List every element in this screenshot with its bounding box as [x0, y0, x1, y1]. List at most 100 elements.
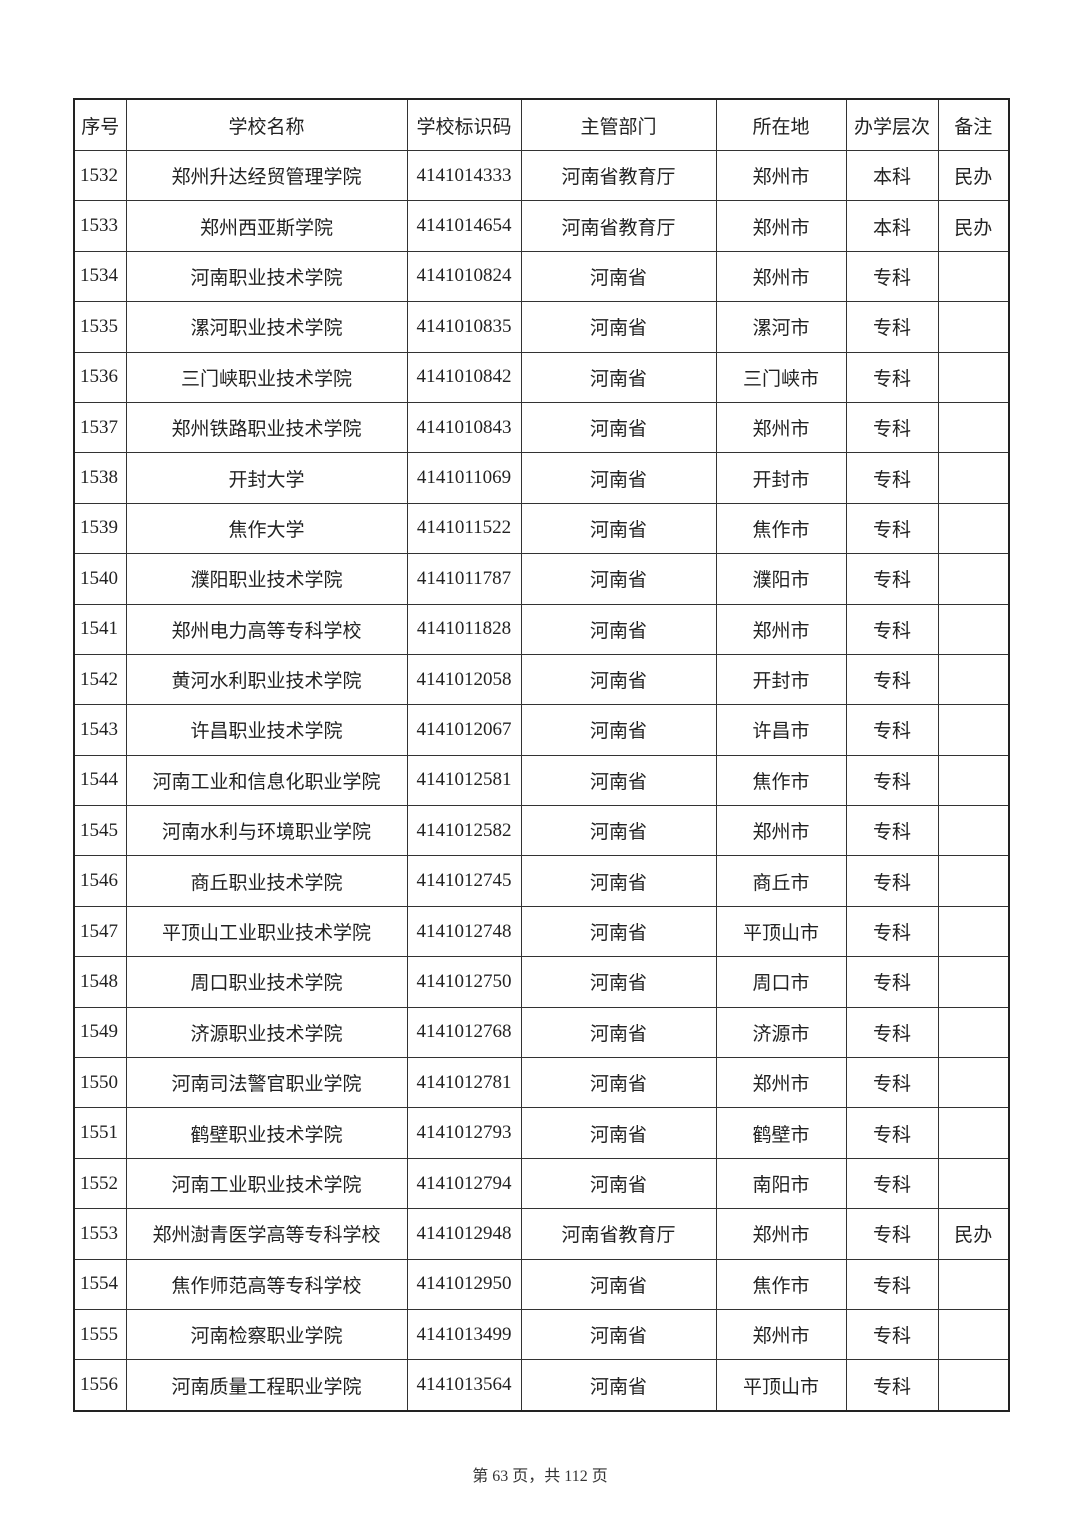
- col-note-cell: [937, 1157, 1010, 1210]
- col-level-cell: 专科: [845, 553, 939, 605]
- col-location-cell: 郑州市: [715, 250, 847, 303]
- col-school-name-cell: 郑州铁路职业技术学院: [125, 401, 408, 454]
- col-location-cell: 平顶山市: [715, 1359, 847, 1412]
- col-location-cell: 开封市: [715, 452, 847, 504]
- table-row: 1550 河南司法警官职业学院 4141012781 河南省 郑州市 专科: [73, 1057, 1010, 1109]
- col-location-cell: 焦作市: [715, 1258, 847, 1310]
- col-location-cell: 三门峡市: [715, 351, 847, 403]
- col-note-cell: [937, 1006, 1010, 1059]
- col-school-code-cell: 4141011069: [406, 452, 522, 504]
- col-department-cell: 河南省: [520, 401, 717, 454]
- col-department-cell: 河南省: [520, 754, 717, 807]
- table-row: 1549 济源职业技术学院 4141012768 河南省 济源市 专科: [73, 1006, 1010, 1059]
- col-department-cell: 河南省: [520, 805, 717, 857]
- header-department: 主管部门: [520, 98, 717, 151]
- col-note-cell: [937, 1057, 1010, 1109]
- col-location-cell: 郑州市: [715, 149, 847, 202]
- col-index-cell: 1544: [73, 754, 127, 807]
- header-location: 所在地: [715, 98, 847, 151]
- col-level-cell: 专科: [845, 905, 939, 958]
- col-level-cell: 专科: [845, 1258, 939, 1310]
- table-row: 1533 郑州西亚斯学院 4141014654 河南省教育厅 郑州市 本科 民办: [73, 200, 1010, 252]
- col-note-cell: [937, 704, 1010, 756]
- header-school-code: 学校标识码: [406, 98, 522, 151]
- table-row: 1536 三门峡职业技术学院 4141010842 河南省 三门峡市 专科: [73, 351, 1010, 403]
- col-department-cell: 河南省: [520, 452, 717, 504]
- col-index-cell: 1550: [73, 1057, 127, 1109]
- col-department-cell: 河南省: [520, 301, 717, 353]
- col-index-cell: 1537: [73, 401, 127, 454]
- col-level-cell: 本科: [845, 149, 939, 202]
- col-school-code-cell: 4141010835: [406, 301, 522, 353]
- col-note-cell: [937, 603, 1010, 655]
- table-row: 1544 河南工业和信息化职业学院 4141012581 河南省 焦作市 专科: [73, 754, 1010, 807]
- table-row: 1534 河南职业技术学院 4141010824 河南省 郑州市 专科: [73, 250, 1010, 303]
- col-index-cell: 1545: [73, 805, 127, 857]
- col-level-cell: 专科: [845, 502, 939, 555]
- col-level-cell: 专科: [845, 351, 939, 403]
- col-note-cell: [937, 351, 1010, 403]
- col-note-cell: [937, 1308, 1010, 1361]
- col-location-cell: 开封市: [715, 653, 847, 706]
- col-note-cell: [937, 956, 1010, 1008]
- header-index: 序号: [73, 98, 127, 151]
- col-school-name-cell: 焦作大学: [125, 502, 408, 555]
- table-row: 1542 黄河水利职业技术学院 4141012058 河南省 开封市 专科: [73, 653, 1010, 706]
- col-note-cell: [937, 1107, 1010, 1159]
- col-note-cell: [937, 905, 1010, 958]
- col-department-cell: 河南省: [520, 653, 717, 706]
- col-school-code-cell: 4141012750: [406, 956, 522, 1008]
- table-row: 1552 河南工业职业技术学院 4141012794 河南省 南阳市 专科: [73, 1157, 1010, 1210]
- col-note-cell: [937, 553, 1010, 605]
- col-index-cell: 1538: [73, 452, 127, 504]
- table-row: 1541 郑州电力高等专科学校 4141011828 河南省 郑州市 专科: [73, 603, 1010, 655]
- col-level-cell: 专科: [845, 653, 939, 706]
- col-level-cell: 专科: [845, 452, 939, 504]
- col-index-cell: 1547: [73, 905, 127, 958]
- col-school-code-cell: 4141011828: [406, 603, 522, 655]
- table-row: 1539 焦作大学 4141011522 河南省 焦作市 专科: [73, 502, 1010, 555]
- col-school-code-cell: 4141010843: [406, 401, 522, 454]
- col-location-cell: 濮阳市: [715, 553, 847, 605]
- col-index-cell: 1539: [73, 502, 127, 555]
- col-note-cell: [937, 502, 1010, 555]
- col-index-cell: 1555: [73, 1308, 127, 1361]
- col-department-cell: 河南省: [520, 1308, 717, 1361]
- col-level-cell: 专科: [845, 1208, 939, 1260]
- col-index-cell: 1554: [73, 1258, 127, 1310]
- col-location-cell: 商丘市: [715, 855, 847, 907]
- col-school-code-cell: 4141012581: [406, 754, 522, 807]
- table-row: 1545 河南水利与环境职业学院 4141012582 河南省 郑州市 专科: [73, 805, 1010, 857]
- col-school-name-cell: 郑州澍青医学高等专科学校: [125, 1208, 408, 1260]
- col-location-cell: 郑州市: [715, 1057, 847, 1109]
- col-department-cell: 河南省教育厅: [520, 1208, 717, 1260]
- col-location-cell: 郑州市: [715, 1308, 847, 1361]
- col-index-cell: 1532: [73, 149, 127, 202]
- col-note-cell: [937, 401, 1010, 454]
- col-school-code-cell: 4141012950: [406, 1258, 522, 1310]
- col-school-code-cell: 4141012058: [406, 653, 522, 706]
- col-index-cell: 1541: [73, 603, 127, 655]
- col-index-cell: 1533: [73, 200, 127, 252]
- col-index-cell: 1534: [73, 250, 127, 303]
- col-index-cell: 1535: [73, 301, 127, 353]
- col-school-code-cell: 4141013499: [406, 1308, 522, 1361]
- col-location-cell: 郑州市: [715, 1208, 847, 1260]
- table-row: 1551 鹤壁职业技术学院 4141012793 河南省 鹤壁市 专科: [73, 1107, 1010, 1159]
- col-department-cell: 河南省: [520, 1107, 717, 1159]
- col-note-cell: [937, 301, 1010, 353]
- col-level-cell: 专科: [845, 754, 939, 807]
- col-department-cell: 河南省: [520, 603, 717, 655]
- col-location-cell: 郑州市: [715, 200, 847, 252]
- col-school-name-cell: 河南工业职业技术学院: [125, 1157, 408, 1210]
- col-note-cell: [937, 250, 1010, 303]
- table-row: 1546 商丘职业技术学院 4141012745 河南省 商丘市 专科: [73, 855, 1010, 907]
- col-school-name-cell: 河南工业和信息化职业学院: [125, 754, 408, 807]
- col-school-code-cell: 4141011787: [406, 553, 522, 605]
- table-row: 1547 平顶山工业职业技术学院 4141012748 河南省 平顶山市 专科: [73, 905, 1010, 958]
- schools-table: 序号 学校名称 学校标识码 主管部门 所在地 办学层次 备注 1532 郑州升达经贸管理学院 4…: [73, 98, 1010, 1412]
- col-school-code-cell: 4141012781: [406, 1057, 522, 1109]
- col-department-cell: 河南省: [520, 502, 717, 555]
- col-location-cell: 郑州市: [715, 805, 847, 857]
- col-school-name-cell: 河南水利与环境职业学院: [125, 805, 408, 857]
